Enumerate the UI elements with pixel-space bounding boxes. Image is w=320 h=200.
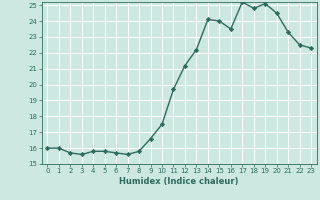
X-axis label: Humidex (Indice chaleur): Humidex (Indice chaleur) bbox=[119, 177, 239, 186]
